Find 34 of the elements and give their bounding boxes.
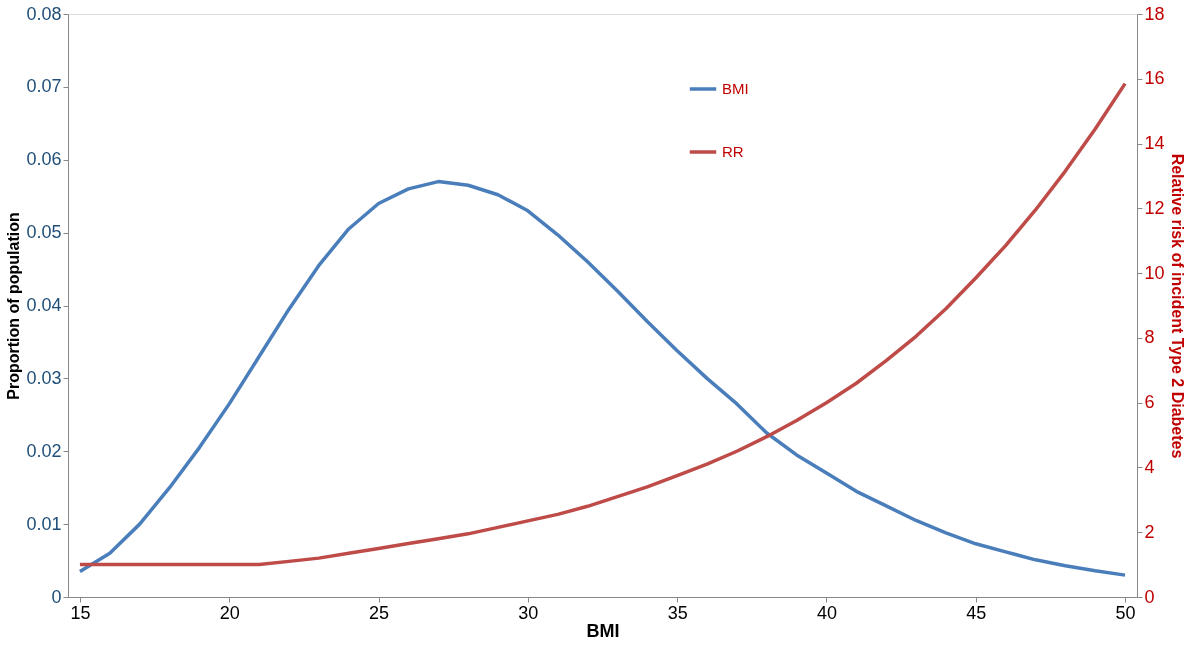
x-tick-label: 45: [966, 602, 987, 623]
x-axis-title: BMI: [586, 620, 620, 641]
y2-tick-label: 6: [1144, 392, 1155, 413]
line-series: [78, 179, 1127, 577]
x-tick-label: 15: [70, 602, 91, 623]
y-tick-label: 0.04: [26, 295, 62, 315]
y-tick-label: 0.06: [26, 149, 62, 170]
x-tick-label: 40: [816, 602, 837, 623]
y-tick-label: 0.02: [26, 440, 62, 461]
y-tick-label: 0.07: [26, 76, 62, 97]
y2-tick-label: 0: [1144, 586, 1155, 607]
y-tick-label: 0.08: [26, 3, 62, 24]
x-tick-label: 30: [518, 602, 539, 623]
y-tick-label: 0.03: [26, 367, 62, 388]
x-tick-label: 20: [219, 602, 240, 623]
y2-axis-title: Relative risk of incident Type 2 Diabetes: [1168, 153, 1186, 459]
y-tick-label: 0: [51, 586, 62, 607]
y2-tick-label: 2: [1144, 521, 1155, 542]
y2-tick-label: 18: [1144, 3, 1165, 24]
y-tick-label: 0.05: [26, 222, 62, 243]
legend-label: BMI: [722, 80, 749, 97]
y2-tick-label: 10: [1144, 262, 1165, 283]
x-tick-label: 25: [369, 602, 390, 623]
y2-tick-label: 14: [1144, 133, 1165, 154]
y2-tick-label: 8: [1144, 327, 1155, 348]
y2-tick-label: 16: [1144, 68, 1165, 89]
y2-tick-label: 4: [1144, 456, 1155, 477]
x-tick-label: 50: [1115, 602, 1136, 623]
y-axis-title: Proportion of population: [5, 212, 23, 400]
y-tick-label: 0.01: [26, 513, 62, 534]
y2-tick-label: 12: [1144, 197, 1165, 218]
line-series: [78, 81, 1127, 567]
legend-label: RR: [722, 143, 744, 160]
x-tick-label: 35: [667, 602, 688, 623]
